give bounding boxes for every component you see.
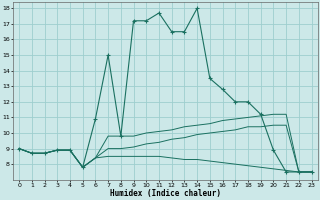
X-axis label: Humidex (Indice chaleur): Humidex (Indice chaleur) <box>110 189 221 198</box>
